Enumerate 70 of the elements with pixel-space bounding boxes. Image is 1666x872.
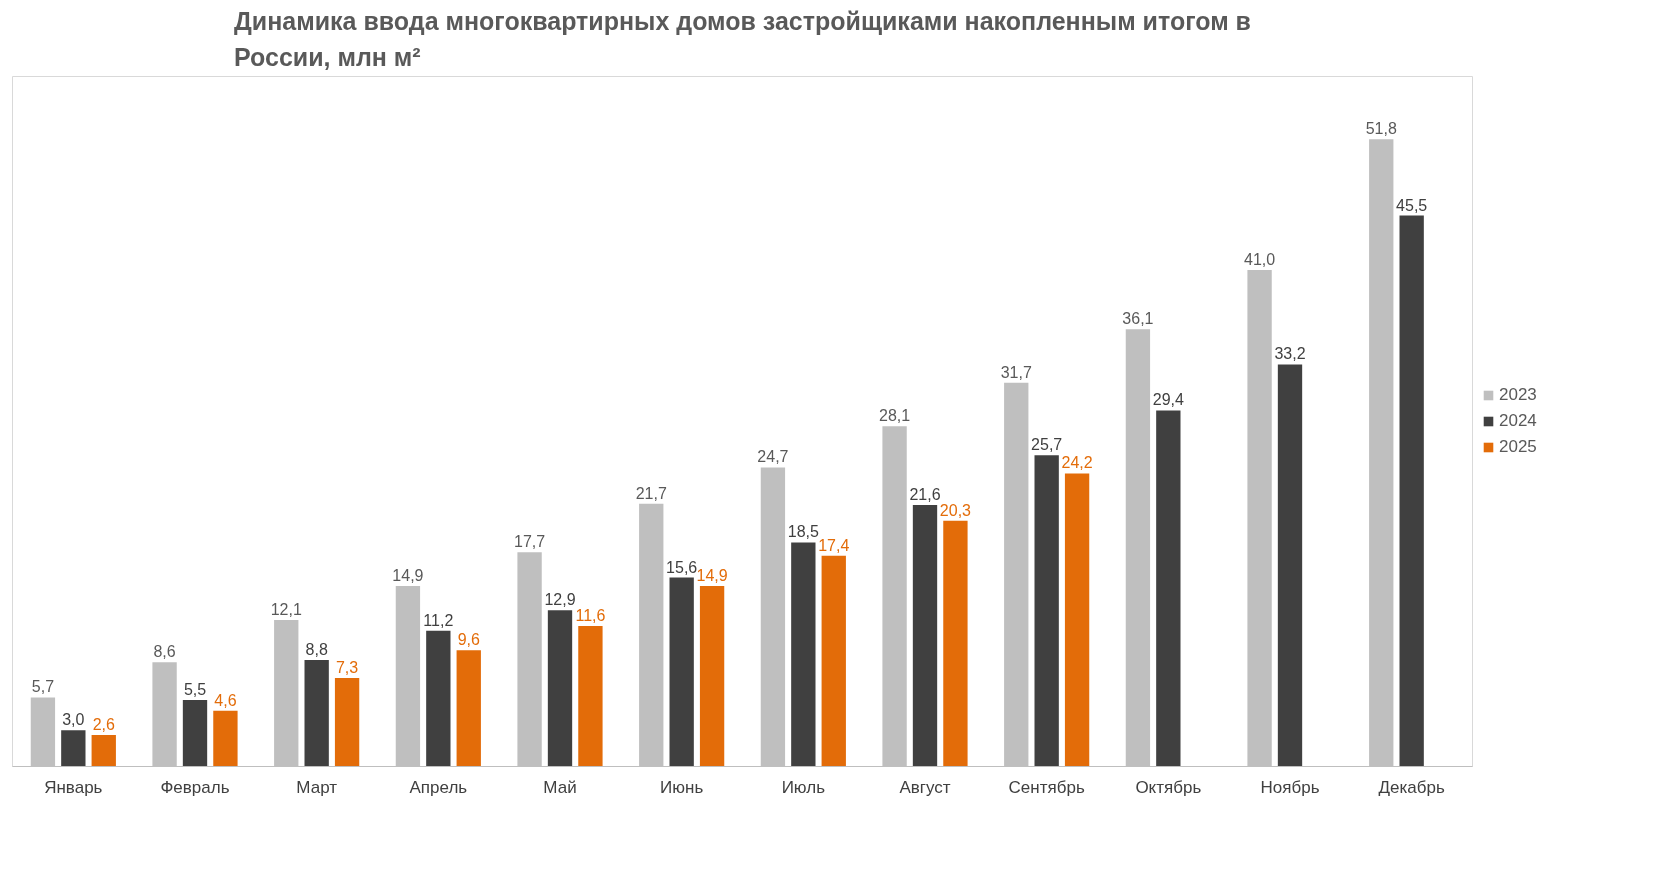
bar [1034, 455, 1059, 767]
x-tick-label: Июль [781, 777, 826, 797]
legend-label: 2025 [1499, 437, 1537, 457]
data-label: 5,5 [183, 680, 207, 698]
x-tick-label: Ноябрь [1260, 777, 1320, 797]
bar [456, 650, 481, 767]
data-label: 25,7 [1031, 436, 1063, 454]
bar [334, 678, 360, 767]
data-label: 28,1 [879, 407, 911, 425]
bar [1277, 364, 1303, 767]
data-label: 14,9 [696, 567, 728, 585]
data-label: 24,7 [757, 448, 789, 466]
bar [426, 630, 451, 767]
data-label: 29,4 [1152, 391, 1185, 409]
legend-label: 2024 [1499, 411, 1537, 431]
bar [213, 710, 238, 767]
legend-label: 2023 [1499, 385, 1537, 405]
bar [821, 555, 846, 767]
bar [182, 699, 208, 767]
data-label: 21,7 [635, 484, 667, 502]
x-tick-label: Июнь [660, 777, 704, 797]
x-tick-label: Январь [44, 777, 103, 797]
data-label: 11,6 [575, 607, 606, 625]
data-label: 31,7 [1000, 363, 1032, 381]
data-label: 45,5 [1396, 196, 1428, 214]
x-tick-label: Сентябрь [1008, 777, 1085, 797]
bar [578, 626, 603, 767]
data-label: 41,0 [1244, 251, 1276, 269]
chart-title: Динамика ввода многоквартирных домов застройщиками накопленным итогом в России, млн м² [234, 7, 1251, 72]
x-tick-label: Декабрь [1378, 777, 1445, 797]
data-label: 12,1 [270, 600, 302, 618]
data-label: 3,0 [62, 711, 85, 729]
bar [699, 586, 725, 767]
x-tick-label: Август [899, 777, 951, 797]
x-tick-label: Май [543, 777, 577, 797]
bar [943, 520, 968, 767]
data-label: 17,7 [514, 533, 546, 551]
data-label: 9,6 [457, 631, 480, 649]
data-label: 8,6 [153, 643, 176, 661]
data-label: 20,3 [939, 501, 972, 519]
bar [669, 577, 694, 767]
x-tick-label: Март [296, 777, 338, 797]
bar [912, 504, 938, 767]
data-label: 5,7 [31, 678, 55, 696]
data-label: 21,6 [909, 485, 941, 503]
data-label: 15,6 [666, 558, 698, 576]
data-label: 24,2 [1061, 454, 1093, 472]
bar [1399, 215, 1424, 767]
data-label: 33,2 [1274, 345, 1306, 363]
data-label: 12,9 [544, 591, 576, 609]
data-label: 36,1 [1122, 310, 1154, 328]
data-label: 2,6 [92, 716, 115, 734]
data-label: 4,6 [214, 691, 237, 709]
bar [791, 542, 816, 767]
bar [1156, 410, 1181, 767]
x-tick-label: Апрель [409, 777, 468, 797]
data-label: 8,8 [305, 640, 328, 658]
data-label: 18,5 [787, 523, 820, 541]
bar [304, 659, 329, 767]
data-label: 7,3 [335, 659, 359, 677]
x-tick-label: Февраль [160, 777, 230, 797]
bar [547, 610, 573, 767]
data-label: 14,9 [392, 567, 424, 585]
bar [91, 735, 116, 767]
bar [61, 730, 86, 767]
data-label: 11,2 [423, 611, 454, 629]
x-tick-label: Октябрь [1135, 777, 1202, 797]
data-label: 51,8 [1365, 120, 1397, 138]
bar [1064, 473, 1090, 767]
data-label: 17,4 [818, 536, 850, 554]
